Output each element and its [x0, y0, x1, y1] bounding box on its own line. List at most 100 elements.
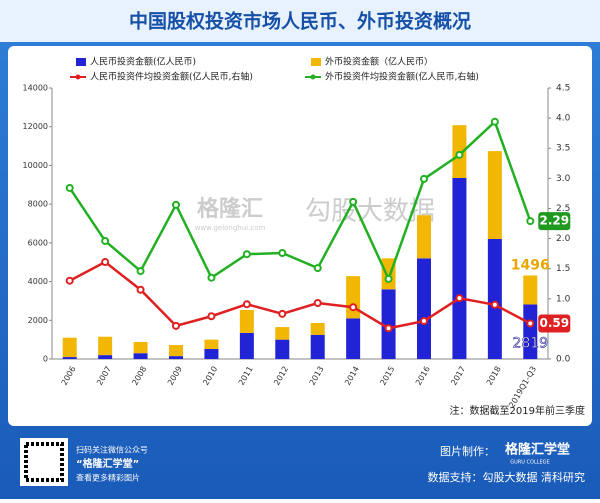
- bar: [487, 238, 502, 359]
- qr-text: “格隆汇学堂”: [76, 457, 139, 470]
- bar: [169, 356, 183, 359]
- line-point: [490, 117, 499, 126]
- data-label: 0.59: [539, 316, 569, 330]
- bar: [487, 151, 502, 239]
- line-point: [313, 264, 322, 273]
- y-tick-label: 12000: [23, 122, 48, 131]
- line-point: [455, 294, 464, 303]
- data-label: 1496: [511, 257, 550, 273]
- bar: [62, 357, 77, 359]
- chart-title: 中国股权投资市场人民币、外币投资概况: [129, 10, 471, 33]
- line-point: [278, 249, 287, 258]
- line-point: [420, 317, 428, 326]
- legend-swatch: [311, 58, 321, 66]
- bar: [452, 178, 467, 359]
- watermark: www.gelonghui.com: [195, 224, 266, 232]
- y2-tick-label: 4.5: [556, 84, 570, 94]
- y2-tick-label: 1.5: [556, 264, 570, 274]
- line-point: [455, 150, 464, 159]
- source: 数据支持：勾股大数据 清科研究: [428, 470, 586, 484]
- line: [68, 119, 532, 283]
- line-point: [172, 321, 180, 330]
- y-tick-label: 10000: [23, 161, 48, 170]
- bar: [523, 304, 538, 359]
- bar: [133, 353, 148, 359]
- bar: [275, 327, 290, 340]
- line-point: [384, 274, 393, 283]
- y-tick-label: 0: [43, 355, 48, 364]
- y2-tick-label: 1.0: [556, 294, 571, 304]
- legend-label: 外币投资件均投资金额(亿人民币,右轴): [325, 71, 479, 83]
- bar: [133, 341, 148, 354]
- y-tick-label: 4000: [28, 277, 48, 286]
- line-point: [242, 250, 251, 259]
- line-point: [136, 285, 145, 294]
- bar: [98, 336, 113, 356]
- qr-pattern: [24, 442, 64, 482]
- bar: [310, 334, 325, 359]
- legend-label: 人民币投资件均投资金额(亿人民币,右轴): [90, 71, 253, 83]
- legend-label: 人民币投资金额(亿人民币): [90, 56, 196, 68]
- bar: [169, 345, 183, 357]
- data-label: 2.29: [539, 214, 569, 228]
- legend-label: 外币投资金额（亿人民币）: [325, 56, 433, 68]
- y-tick-label: 8000: [28, 200, 48, 209]
- line-point: [65, 183, 74, 192]
- line-point: [101, 236, 110, 245]
- qr-text: 扫码关注微信公众号: [76, 445, 148, 455]
- bar: [381, 289, 396, 359]
- title-band: [0, 0, 600, 42]
- watermark: 格隆汇: [197, 196, 263, 222]
- bar: [275, 339, 290, 359]
- line-point: [349, 303, 358, 312]
- legend-swatch: [76, 58, 86, 66]
- data-label-box: [538, 314, 571, 333]
- y-tick-label: 6000: [28, 238, 48, 247]
- note: 注：数据截至2019年前三季度: [450, 404, 585, 417]
- bar: [204, 348, 219, 359]
- line-point: [313, 298, 322, 307]
- y-tick-label: 14000: [23, 84, 48, 93]
- line-point: [278, 309, 287, 318]
- qr-text: 查看更多精彩图片: [76, 473, 140, 483]
- line-point: [207, 312, 216, 321]
- line-point: [526, 217, 535, 226]
- bar: [346, 318, 361, 359]
- data-label-box: [538, 212, 571, 231]
- y2-tick-label: 0.0: [556, 355, 571, 365]
- brand-en: GURU COLLEGE: [510, 460, 549, 466]
- bar: [417, 258, 431, 359]
- bar: [346, 276, 361, 319]
- y2-tick-label: 2.5: [556, 204, 570, 214]
- legend-swatch: [75, 74, 81, 80]
- made-by: 图片制作：: [440, 445, 495, 458]
- line-point: [526, 319, 535, 328]
- line: [69, 260, 531, 330]
- y-tick-label: 2000: [28, 316, 48, 325]
- legend-swatch: [310, 74, 316, 80]
- brand: 格隆汇学堂: [505, 442, 570, 458]
- line-point: [420, 174, 428, 183]
- y2-tick-label: 3.0: [556, 174, 571, 184]
- line-point: [349, 197, 358, 206]
- line-point: [101, 258, 110, 267]
- line-point: [172, 200, 180, 209]
- bar: [239, 310, 254, 333]
- y2-tick-label: 3.5: [556, 144, 570, 154]
- line-point: [384, 324, 393, 333]
- y2-tick-label: 4.0: [556, 114, 571, 124]
- panel: [8, 46, 592, 426]
- line-point: [242, 300, 251, 309]
- line-point: [65, 276, 74, 285]
- bar: [62, 337, 77, 358]
- data-label: 2819: [512, 336, 548, 352]
- bar: [239, 332, 254, 359]
- bar: [204, 339, 219, 349]
- bar: [417, 215, 431, 259]
- bar: [98, 355, 113, 359]
- bar: [523, 275, 538, 305]
- line-point: [136, 267, 145, 276]
- line-point: [207, 273, 216, 282]
- bar: [310, 322, 325, 335]
